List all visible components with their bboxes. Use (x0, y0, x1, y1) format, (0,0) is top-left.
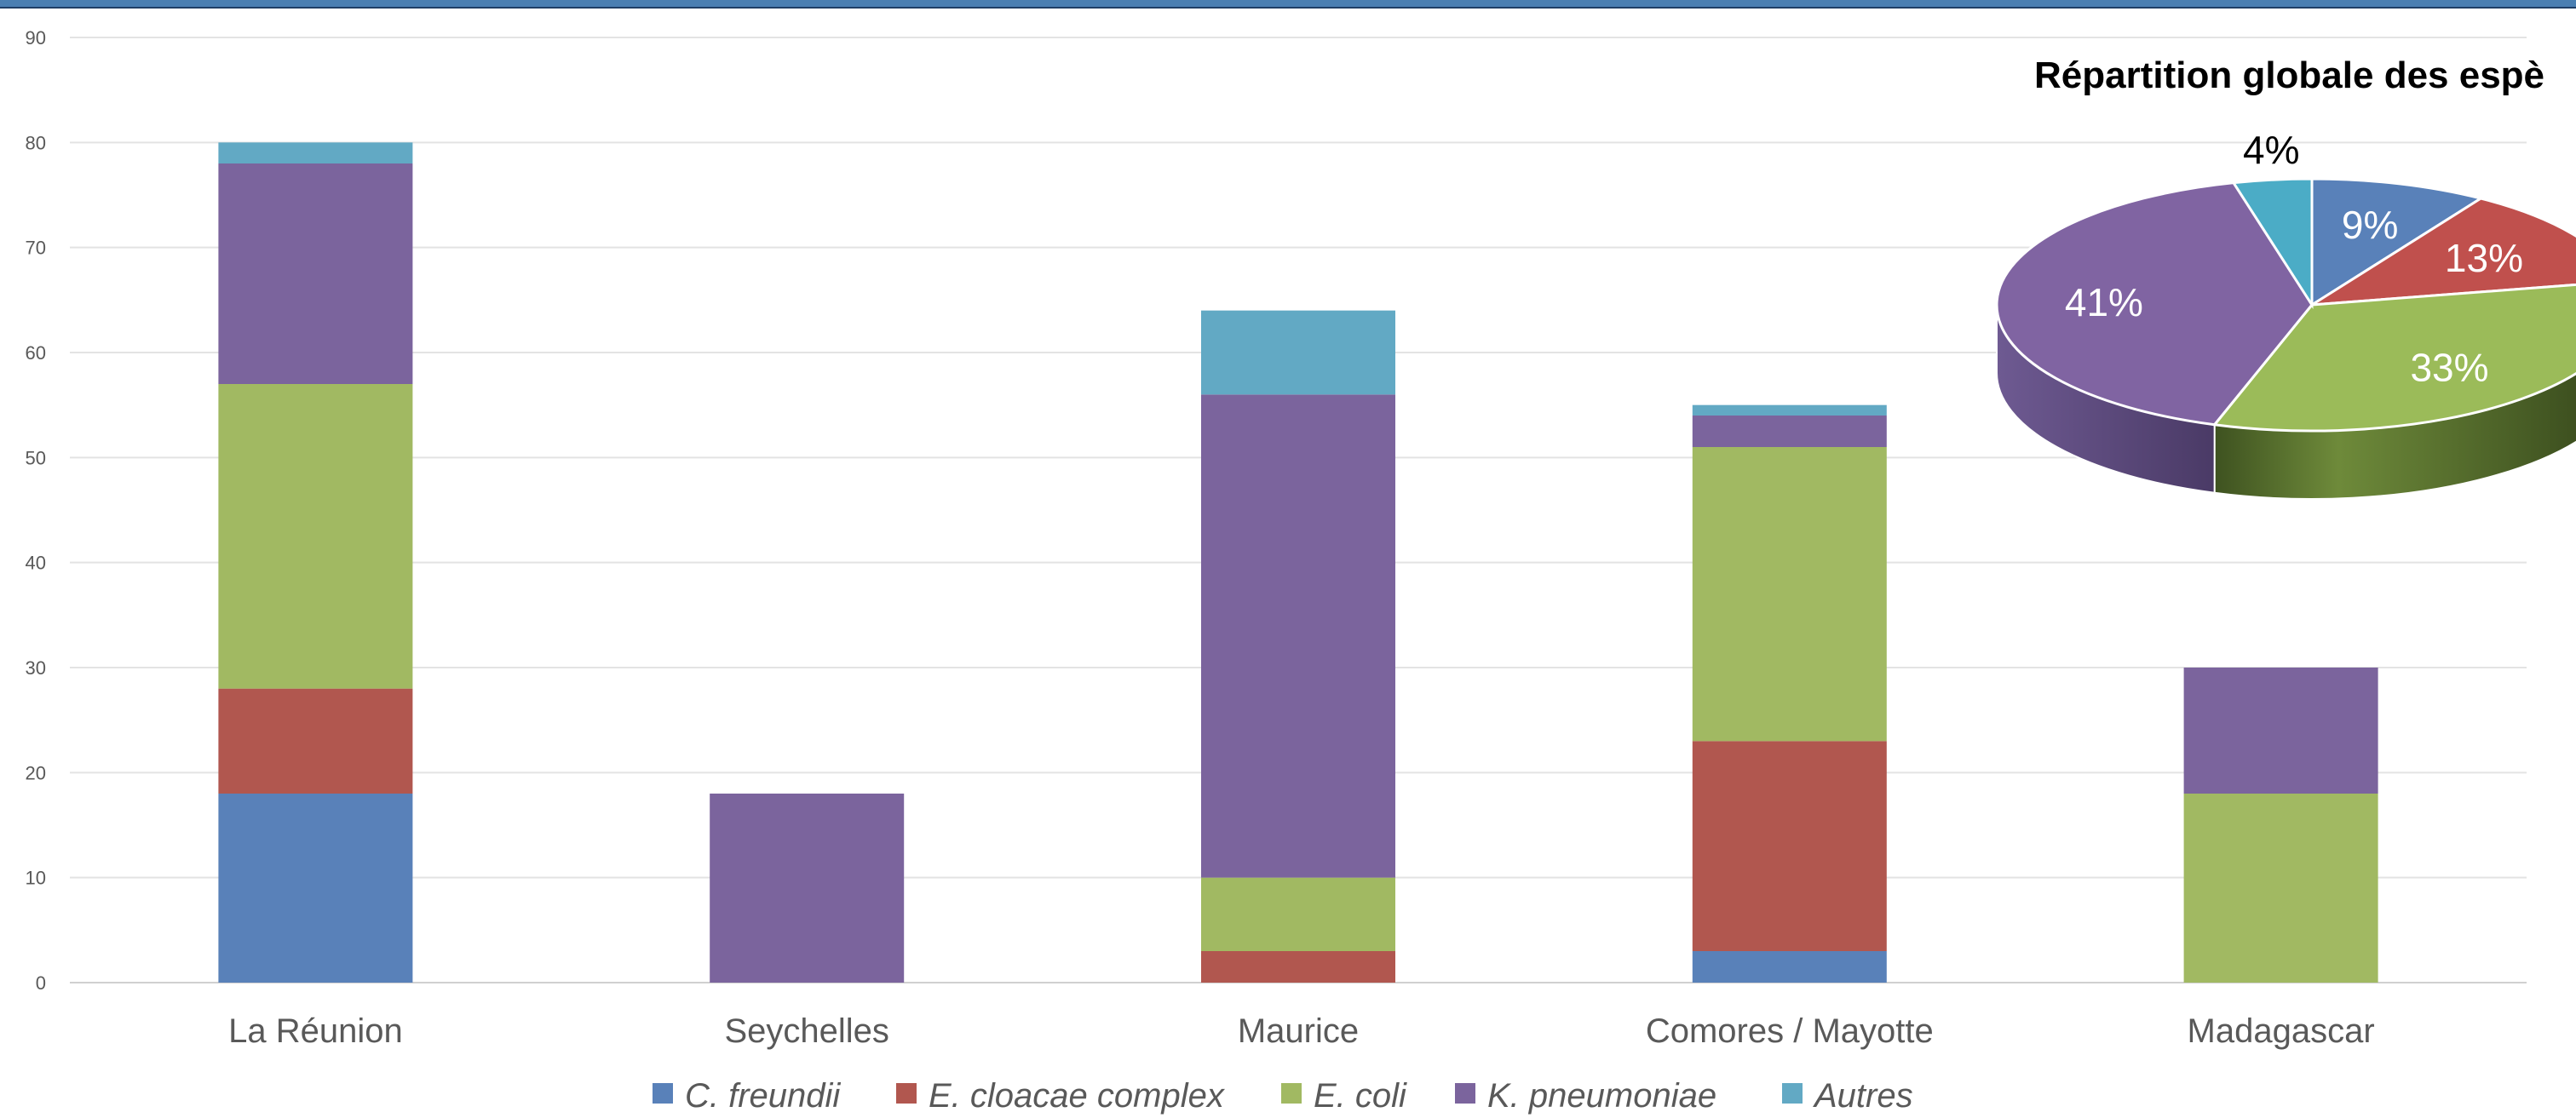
legend-label: E. coli (1314, 1077, 1407, 1115)
pie-slice-label: 13% (2445, 236, 2523, 280)
bar-segment (710, 794, 905, 983)
y-tick-label: 10 (26, 868, 46, 889)
pie-slice (2211, 283, 2576, 433)
top-border (0, 0, 2576, 9)
legend-label: E. cloacae complex (929, 1077, 1226, 1115)
bar-segment (1692, 416, 1887, 447)
x-category-label: Maurice (1238, 1012, 1359, 1050)
pie-slice-label: 9% (2342, 203, 2398, 247)
x-category-label: Comores / Mayotte (1646, 1012, 1934, 1050)
pie-slice (1995, 181, 2314, 427)
bar-segment (1201, 394, 1395, 878)
y-tick-label: 70 (26, 238, 46, 259)
y-tick-label: 50 (26, 447, 46, 468)
pie-slice-label: 4% (2243, 128, 2299, 172)
pie-slice-label: 33% (2410, 345, 2488, 389)
bar-segment (2183, 794, 2378, 983)
bar-segment (1201, 951, 1395, 983)
bar-segment (1692, 447, 1887, 742)
bar-segment (218, 794, 413, 983)
legend-swatch (653, 1083, 673, 1104)
legend-label: C. freundii (685, 1077, 841, 1115)
y-tick-label: 0 (36, 972, 46, 994)
y-tick-label: 80 (26, 132, 46, 153)
bar-segment (218, 142, 413, 163)
bar-segment (1201, 877, 1395, 951)
legend-label: Autres (1813, 1077, 1913, 1115)
x-category-label: Madagascar (2188, 1012, 2375, 1050)
bar-segment (1692, 951, 1887, 983)
legend-swatch (896, 1083, 917, 1104)
y-tick-label: 20 (26, 762, 46, 783)
legend: C. freundii E. cloacae complex E. coli K. p… (653, 1077, 1913, 1115)
pie-slice (2310, 177, 2485, 307)
legend-swatch (1782, 1083, 1803, 1104)
bar-segment (218, 384, 413, 689)
bar-segment (1692, 404, 1887, 416)
legend-label: K. pneumoniae (1487, 1077, 1716, 1115)
pie-title: Répartition globale des espè (2034, 54, 2544, 96)
bar-segment (218, 688, 413, 794)
bar-segment (1201, 310, 1395, 395)
bar-segment (1692, 741, 1887, 951)
pie-slice-label: 41% (2065, 280, 2143, 324)
y-tick-label: 30 (26, 657, 46, 679)
y-tick-label: 90 (26, 27, 46, 49)
legend-swatch (1455, 1083, 1475, 1104)
bar-segment (2183, 668, 2378, 794)
pie-slice (2311, 197, 2576, 307)
x-axis-categories: La Réunion Seychelles Maurice Comores / May… (228, 1012, 2375, 1050)
y-tick-label: 40 (26, 553, 46, 574)
y-tick-label: 60 (26, 342, 46, 364)
bars (218, 142, 2378, 983)
pie-slice (2231, 177, 2314, 310)
pie-chart: 9% 13% 33% 41% 4% Répartition globale des esp… (1995, 54, 2576, 500)
y-axis-ticks: 0 10 20 30 40 50 60 70 80 90 (26, 27, 46, 994)
legend-swatch (1281, 1083, 1302, 1104)
x-category-label: La Réunion (228, 1012, 403, 1050)
x-category-label: Seychelles (724, 1012, 888, 1050)
bar-segment (218, 163, 413, 384)
